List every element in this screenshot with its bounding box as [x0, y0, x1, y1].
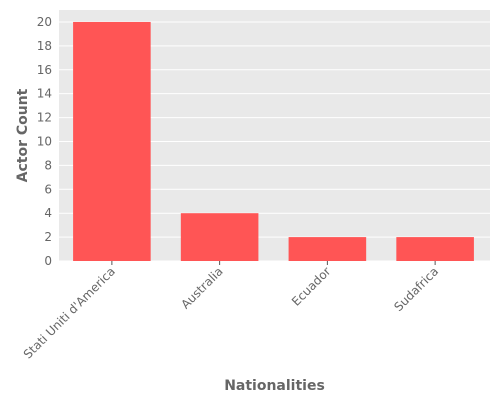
- bar: [180, 213, 259, 261]
- x-axis-label: Nationalities: [224, 378, 325, 394]
- y-tick-label: 10: [37, 134, 52, 148]
- y-axis-label: Actor Count: [15, 88, 31, 182]
- y-tick-label: 4: [44, 206, 52, 220]
- y-tick-label: 16: [37, 63, 52, 77]
- y-tick-label: 2: [44, 230, 52, 244]
- bar: [73, 21, 151, 262]
- y-tick-label: 8: [44, 158, 52, 172]
- x-tick-label: Sudafrica: [391, 264, 441, 314]
- x-tick-labels: Stati Uniti d'America Australia Ecuador Sud…: [21, 261, 441, 361]
- y-tick-labels: 0 2 4 6 8 10 12 14 16 18 20: [37, 15, 52, 268]
- bars: [73, 21, 474, 262]
- y-tick-label: 20: [37, 15, 52, 29]
- y-tick-label: 14: [37, 87, 52, 101]
- x-tick-label: Ecuador: [289, 264, 334, 309]
- y-tick-label: 18: [37, 39, 52, 53]
- y-tick-label: 12: [37, 111, 52, 125]
- bar: [396, 237, 474, 261]
- bar: [288, 237, 367, 261]
- x-tick-label: Stati Uniti d'America: [21, 264, 118, 361]
- x-tick-label: Australia: [178, 264, 225, 311]
- y-tick-label: 6: [44, 182, 52, 196]
- y-tick-label: 0: [44, 254, 52, 268]
